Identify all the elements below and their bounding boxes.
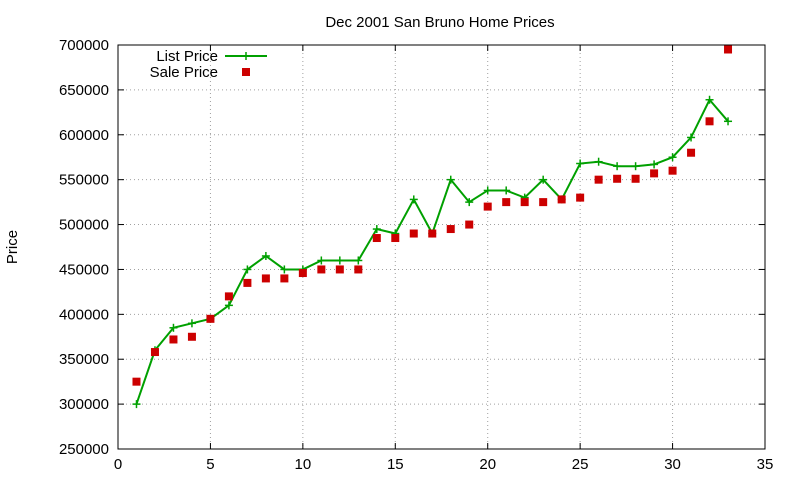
data-point (206, 314, 215, 323)
legend-label: Sale Price (150, 64, 218, 81)
data-point (132, 377, 141, 386)
data-point (668, 166, 677, 175)
data-point (372, 234, 381, 243)
plot-frame (117, 44, 766, 450)
data-point (354, 265, 363, 274)
data-point (224, 292, 233, 301)
y-tick-label: 550000 (59, 172, 109, 189)
data-point (187, 332, 196, 341)
series-list-price (132, 95, 733, 409)
data-point (520, 198, 529, 207)
data-point (243, 265, 252, 274)
data-point (576, 159, 585, 168)
x-axis-ticks: 0 5 10 15 20 25 30 35 (114, 45, 774, 473)
data-point (539, 198, 548, 207)
y-tick-label: 400000 (59, 306, 109, 323)
y-tick-label: 300000 (59, 396, 109, 413)
data-point (409, 195, 418, 204)
data-point (539, 175, 548, 184)
x-tick-label: 5 (206, 456, 214, 473)
data-point (465, 198, 474, 207)
y-tick-label: 700000 (59, 37, 109, 54)
x-tick-label: 30 (664, 456, 681, 473)
data-point (391, 234, 400, 243)
grid-lines (118, 45, 765, 449)
data-point (465, 220, 474, 229)
data-point (409, 229, 418, 238)
y-tick-label: 450000 (59, 261, 109, 278)
x-tick-label: 20 (479, 456, 496, 473)
x-tick-label: 15 (387, 456, 404, 473)
data-point (724, 117, 733, 126)
x-tick-label: 35 (757, 456, 774, 473)
data-point (428, 229, 437, 238)
data-point (335, 256, 344, 265)
legend-marker (242, 68, 250, 76)
data-point (724, 45, 733, 54)
data-point (483, 186, 492, 195)
data-point (594, 157, 603, 166)
data-series (132, 45, 733, 409)
data-point (613, 162, 622, 171)
data-point (483, 202, 492, 211)
y-axis-label: Price (4, 230, 21, 264)
x-tick-label: 0 (114, 456, 122, 473)
data-point (243, 278, 252, 287)
y-tick-label: 600000 (59, 127, 109, 144)
data-point (169, 335, 178, 344)
data-point (298, 269, 307, 278)
data-point (650, 169, 659, 178)
data-point (705, 117, 714, 126)
data-point (446, 225, 455, 234)
data-point (335, 265, 344, 274)
x-tick-label: 25 (572, 456, 589, 473)
data-point (631, 174, 640, 183)
legend-marker (242, 52, 250, 60)
chart-title: Dec 2001 San Bruno Home Prices (325, 14, 554, 31)
data-point (502, 186, 511, 195)
data-point (150, 348, 159, 357)
data-point (631, 162, 640, 171)
y-tick-label: 350000 (59, 351, 109, 368)
data-point (576, 193, 585, 202)
data-point (261, 274, 270, 283)
data-point (557, 195, 566, 204)
legend-label: List Price (156, 48, 218, 65)
data-point (132, 400, 141, 409)
data-point (317, 265, 326, 274)
data-point (372, 225, 381, 234)
series-sale-price (132, 45, 733, 386)
data-point (446, 175, 455, 184)
data-point (687, 148, 696, 157)
data-point (280, 274, 289, 283)
y-axis-ticks: 250000 300000 350000 400000 450000 500000 5500… (59, 37, 765, 458)
data-point (687, 133, 696, 142)
data-point (224, 301, 233, 310)
series-line (135, 97, 729, 405)
data-point (280, 265, 289, 274)
y-tick-label: 650000 (59, 82, 109, 99)
data-point (650, 160, 659, 169)
data-point (613, 174, 622, 183)
y-tick-label: 500000 (59, 217, 109, 234)
y-tick-label: 250000 (59, 441, 109, 458)
data-point (668, 153, 677, 162)
data-point (354, 256, 363, 265)
x-tick-label: 10 (295, 456, 312, 473)
data-point (317, 256, 326, 265)
data-point (594, 175, 603, 184)
data-point (705, 95, 714, 104)
data-point (187, 319, 196, 328)
data-point (261, 251, 270, 260)
data-point (502, 198, 511, 207)
data-point (169, 323, 178, 332)
